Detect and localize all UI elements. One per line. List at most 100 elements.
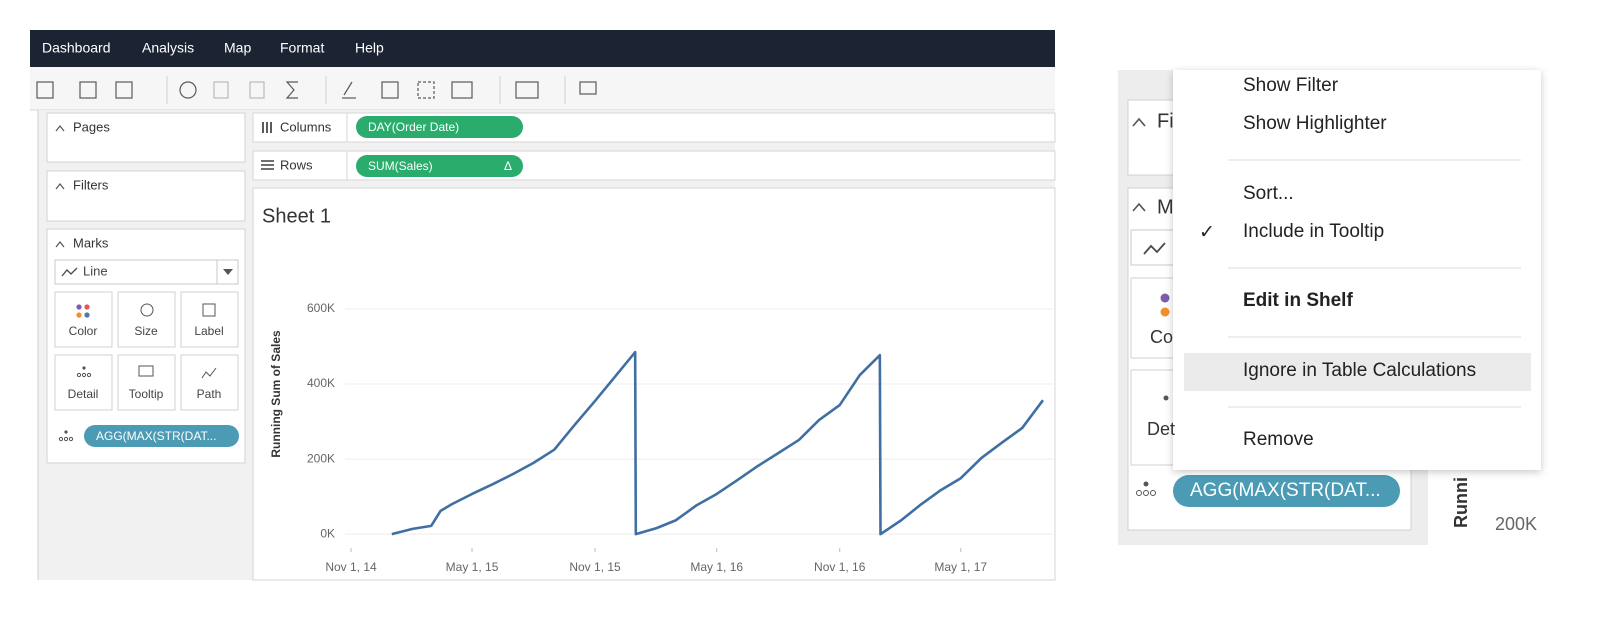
chevron[interactable] — [55, 183, 65, 190]
data-line — [391, 350, 1045, 536]
toolbar-icon[interactable] — [515, 81, 539, 99]
x-tick-label: Nov 1, 16 — [814, 560, 866, 574]
mark-button-label: Tooltip — [129, 387, 164, 401]
menu-item[interactable]: Dashboard — [42, 40, 111, 56]
chevrons — [55, 125, 65, 248]
mark-button-label: Detail — [68, 387, 99, 401]
chart-title: Sheet 1 — [262, 205, 331, 227]
pill-text: AGG(MAX(STR(DAT... — [1190, 480, 1381, 501]
zoom-detail-icon — [1136, 481, 1156, 496]
toolbar-icon[interactable] — [285, 81, 298, 99]
line-icon — [1143, 242, 1166, 255]
shelf-label: Columns — [280, 119, 332, 134]
card-title: Filters — [73, 177, 109, 192]
toolbar-icon[interactable] — [79, 81, 97, 99]
pill-text: AGG(MAX(STR(DAT... — [96, 429, 216, 443]
mark-button[interactable] — [180, 354, 239, 411]
rows-pill[interactable] — [356, 155, 523, 177]
chevron[interactable] — [55, 125, 65, 132]
toolbar-icon[interactable] — [115, 81, 133, 99]
icon — [1160, 293, 1170, 303]
mark-button-label: Color — [69, 324, 98, 338]
menu-item[interactable]: Sort... — [1243, 183, 1294, 204]
menu-item[interactable]: Show Highlighter — [1243, 113, 1387, 134]
toolbar-icon[interactable] — [213, 81, 229, 99]
pill-flag: Δ — [504, 159, 512, 173]
icon — [76, 304, 82, 310]
icon — [1163, 395, 1169, 401]
icon — [1160, 307, 1170, 317]
menu-highlight — [1184, 353, 1531, 391]
dropdown-arrow — [223, 269, 233, 275]
detail-icon — [58, 430, 74, 442]
icon — [1143, 490, 1149, 496]
zoom-pill — [1173, 475, 1400, 507]
toolbar-icon[interactable] — [343, 81, 353, 96]
card-title: Marks — [73, 235, 109, 250]
toolbar-icon[interactable] — [249, 81, 265, 99]
menu-item[interactable]: Format — [280, 40, 324, 56]
toolbar-separators — [166, 76, 566, 104]
mark-button[interactable] — [54, 354, 113, 411]
menu-item[interactable]: Analysis — [142, 40, 194, 56]
icon — [140, 303, 154, 317]
icon — [1143, 481, 1149, 487]
axis-title: Runni — [1451, 477, 1471, 528]
toolbar-icon[interactable] — [451, 81, 473, 99]
pages-card[interactable] — [46, 112, 246, 163]
icon — [81, 372, 87, 378]
checkmark: ✓ — [1199, 222, 1215, 243]
mark-button[interactable] — [117, 354, 176, 411]
icon — [86, 372, 92, 378]
chevron — [1132, 117, 1146, 127]
toolbar-icon[interactable] — [36, 81, 54, 99]
context-menu — [1173, 70, 1541, 470]
menu-item[interactable]: Remove — [1243, 429, 1314, 450]
mark-button-icons — [76, 303, 217, 379]
y-tick-label: 200K — [307, 451, 335, 465]
menu-bar — [30, 30, 1055, 67]
icon — [76, 312, 82, 318]
icon — [202, 303, 216, 317]
mark-button[interactable] — [54, 291, 113, 348]
icon — [1136, 490, 1142, 496]
mark-button[interactable] — [117, 291, 176, 348]
x-tick-label: May 1, 16 — [690, 560, 743, 574]
mark-type-dropdown[interactable] — [54, 259, 239, 285]
toolbar-icon[interactable] — [381, 81, 399, 99]
menu-item[interactable]: Map — [224, 40, 251, 56]
texts: Dashboard Analysis Map Format Help Pages Filte… — [42, 40, 1537, 534]
columns-pill[interactable] — [356, 116, 523, 138]
icon — [58, 436, 64, 442]
y-tick-label: 600K — [307, 301, 335, 315]
pill-text: SUM(Sales) — [368, 159, 433, 173]
icon — [68, 436, 74, 442]
toolbar-icon[interactable] — [179, 81, 197, 99]
x-tick-label: May 1, 17 — [934, 560, 987, 574]
icon — [1150, 490, 1156, 496]
chevron[interactable] — [55, 241, 65, 248]
menu-item[interactable]: Show Filter — [1243, 75, 1339, 96]
mark-type: Line — [83, 263, 108, 278]
icon — [84, 312, 90, 318]
menu-item[interactable]: Include in Tooltip — [1243, 221, 1384, 242]
toolbar-icon[interactable] — [579, 81, 597, 95]
columns-icon — [262, 122, 272, 133]
mark-button-label: Size — [134, 324, 158, 338]
rows-icon — [261, 160, 274, 170]
card-title: Fi — [1157, 110, 1174, 132]
mark-button[interactable] — [180, 291, 239, 348]
menu-item[interactable]: Ignore in Table Calculations — [1243, 360, 1476, 381]
y-axis-title: Running Sum of Sales — [269, 330, 283, 458]
menu-item[interactable]: Help — [355, 40, 384, 56]
filters-card[interactable] — [46, 170, 246, 222]
icon — [76, 372, 82, 378]
toolbar-icon[interactable] — [417, 81, 435, 99]
menu-item[interactable]: Edit in Shelf — [1243, 290, 1353, 311]
plot: Sheet 1 Running Sum of Sales 0K 200K 400K 600… — [262, 205, 1053, 574]
menu-separators — [1228, 159, 1521, 408]
icon — [201, 367, 217, 379]
detail-pill[interactable] — [84, 425, 239, 447]
mark-button-label: Co — [1150, 327, 1173, 347]
mark-button-label: Path — [197, 387, 222, 401]
